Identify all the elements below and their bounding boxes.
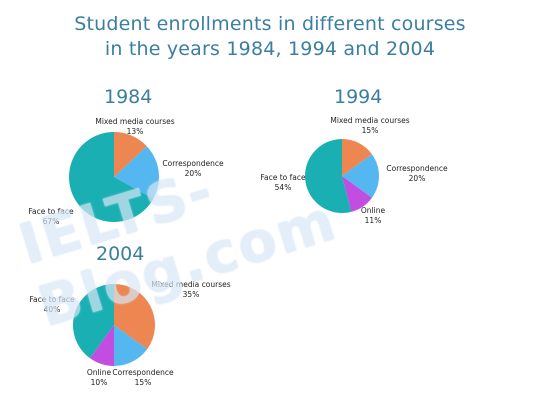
- label-1994-mixed-media-name: Mixed media courses: [330, 116, 410, 125]
- label-1984-mixed-media-name: Mixed media courses: [95, 117, 175, 126]
- label-1984-correspondence: Correspondence 20%: [157, 159, 229, 179]
- label-1994-face-to-face-name: Face to face: [260, 173, 306, 182]
- label-1994-correspondence-value: 20%: [408, 174, 426, 183]
- pie-slice-2004-face-to-face: [72, 284, 114, 359]
- label-1994-correspondence: Correspondence 20%: [382, 164, 452, 184]
- label-1984-correspondence-value: 20%: [184, 169, 202, 178]
- label-1984-face-to-face: Face to face 67%: [21, 207, 81, 227]
- label-2004-face-to-face: Face to face 40%: [26, 295, 78, 315]
- label-2004-mixed-media: Mixed media courses 35%: [142, 280, 240, 300]
- label-1994-mixed-media-value: 15%: [361, 126, 379, 135]
- pie-slice-2004-correspondence: [114, 325, 148, 366]
- label-1994-online-name: Online: [360, 206, 386, 215]
- label-1994-online: Online 11%: [355, 206, 391, 226]
- label-2004-face-to-face-name: Face to face: [29, 295, 75, 304]
- pie-slice-1994-face-to-face: [305, 139, 352, 213]
- label-1994-mixed-media: Mixed media courses 15%: [318, 116, 422, 136]
- pie-slice-1984-correspondence: [114, 146, 159, 199]
- chart-title-2004: 2004: [96, 243, 145, 265]
- label-1984-mixed-media-value: 13%: [126, 127, 144, 136]
- label-2004-mixed-media-value: 35%: [182, 290, 200, 299]
- label-1984-face-to-face-name: Face to face: [28, 207, 74, 216]
- pie-slice-2004-online: [89, 325, 114, 366]
- pie-slice-1994-online: [342, 176, 372, 212]
- pie-slice-1994-correspondence: [342, 154, 379, 198]
- label-2004-online: Online 10%: [85, 368, 113, 388]
- label-2004-face-to-face-value: 40%: [43, 305, 61, 314]
- chart-title-1984: 1984: [104, 86, 153, 108]
- label-2004-correspondence-value: 15%: [134, 378, 152, 387]
- label-2004-correspondence-name: Correspondence: [112, 368, 174, 377]
- label-2004-online-value: 10%: [90, 378, 108, 387]
- chart-title-1994: 1994: [334, 86, 383, 108]
- label-1994-online-value: 11%: [364, 216, 382, 225]
- page-title-line-2: in the years 1984, 1994 and 2004: [104, 38, 436, 60]
- label-2004-mixed-media-name: Mixed media courses: [151, 280, 231, 289]
- label-2004-online-name: Online: [86, 368, 112, 377]
- pie-slice-1984-face-to-face: [68, 132, 154, 222]
- pie-slice-1994-mixed-media-courses: [342, 139, 372, 176]
- page-title-line-1: Student enrollments in different courses: [74, 13, 466, 35]
- label-1994-correspondence-name: Correspondence: [386, 164, 448, 173]
- label-2004-correspondence: Correspondence 15%: [110, 368, 176, 388]
- label-1994-face-to-face: Face to face 54%: [257, 173, 309, 193]
- pie-slice-1984-mixed-media-courses: [114, 132, 147, 177]
- label-1994-face-to-face-value: 54%: [274, 183, 292, 192]
- label-1984-correspondence-name: Correspondence: [162, 159, 224, 168]
- pie-slice-2004-mixed-media-courses: [114, 284, 156, 350]
- label-1984-face-to-face-value: 67%: [42, 217, 60, 226]
- label-1984-mixed-media: Mixed media courses 13%: [80, 117, 190, 137]
